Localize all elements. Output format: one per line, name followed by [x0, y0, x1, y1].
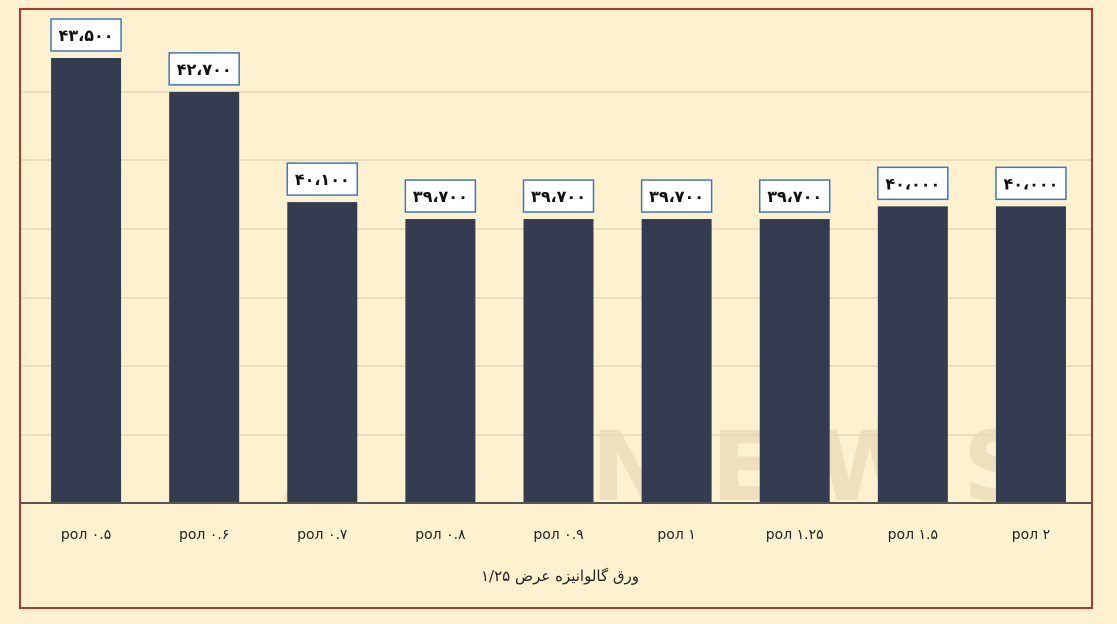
x-tick-label: ۰.۶ рол: [179, 527, 229, 543]
chart-frame: [19, 8, 1093, 609]
x-tick-label: ۱.۲۵ рол: [766, 527, 824, 543]
data-label: ۳۹،۷۰۰: [649, 187, 704, 206]
bar: [877, 206, 948, 504]
x-axis-title: ورق گالوانیزه عرض ۱/۲۵: [481, 567, 639, 585]
data-label-box: [168, 52, 240, 86]
data-label-box: [640, 179, 713, 213]
bar: [51, 58, 122, 503]
data-label-box: [758, 179, 831, 213]
x-tick-label: ۰.۸ рол: [415, 527, 466, 543]
data-label-box: [404, 179, 477, 213]
data-label: ۴۰،۱۰۰: [295, 170, 350, 189]
data-label: ۴۲،۷۰۰: [177, 60, 232, 79]
data-labels: ۴۳،۵۰۰ ۴۲،۷۰۰ ۴۰،۱۰۰ ۳۹،۷۰۰ ۳۹،۷۰۰ ۳۹،۷۰۰ ۳۹،۷…: [50, 18, 1067, 213]
data-label-box: [522, 179, 595, 213]
bar: [523, 219, 594, 504]
bar: [759, 219, 830, 504]
bars: [51, 58, 1066, 504]
x-tick-label: ۰.۹ рол: [533, 527, 583, 543]
x-tick-label: ۲ рол: [1012, 527, 1050, 543]
data-label: ۴۰،۰۰۰: [885, 174, 940, 193]
data-label: ۳۹،۷۰۰: [767, 187, 822, 206]
x-tick-label: ۰.۷ рол: [297, 527, 348, 543]
data-label-box: [995, 166, 1067, 201]
data-label: ۳۹،۷۰۰: [531, 187, 586, 206]
x-tick-label: ۱.۵ рол: [888, 527, 938, 543]
data-label-box: [877, 166, 949, 201]
data-label: ۴۰،۰۰۰: [1003, 174, 1058, 193]
x-tick-label: ۱ рол: [657, 527, 695, 543]
bar: [405, 219, 476, 504]
data-label: ۳۹،۷۰۰: [413, 187, 468, 206]
data-label-box: [286, 162, 359, 196]
bar: [995, 206, 1066, 504]
bar: [287, 202, 358, 503]
bar: [641, 219, 712, 504]
bar: [169, 91, 240, 504]
data-label-box: [50, 18, 122, 52]
data-label: ۴۳،۵۰۰: [59, 26, 114, 45]
x-tick-label: ۰.۵ рол: [61, 527, 111, 543]
x-tick-labels: ۰.۵ рол ۰.۶ рол ۰.۷ рол ۰.۸ рол ۰.۹ рол ۱ рол…: [61, 527, 1050, 543]
